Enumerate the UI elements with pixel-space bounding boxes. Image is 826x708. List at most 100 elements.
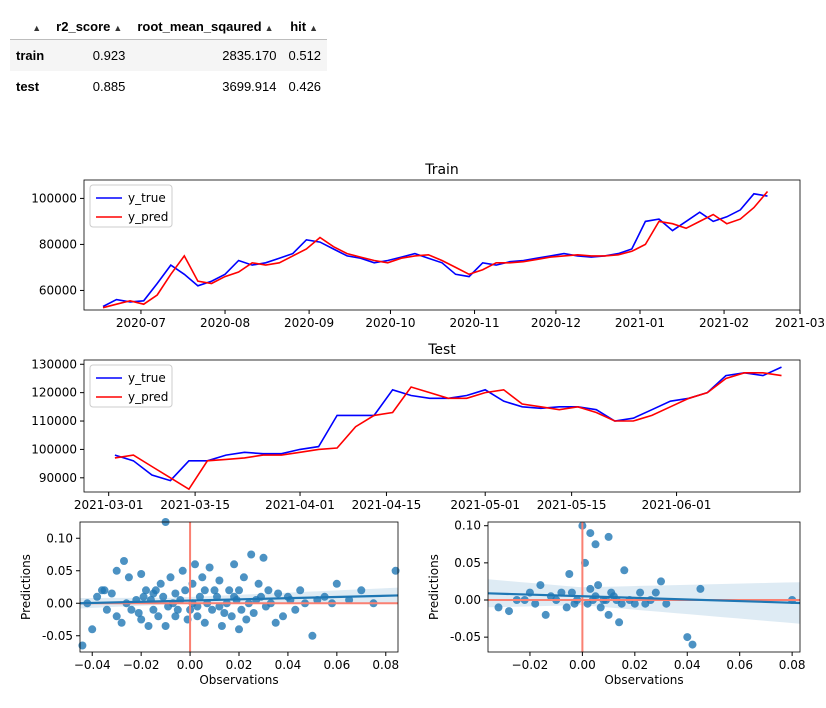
scatter-point (617, 599, 626, 608)
scatter-point (112, 566, 121, 575)
header-index[interactable]: ▲︎ (10, 14, 51, 40)
scatter-point (357, 586, 366, 595)
y-tick-label: 100000 (31, 442, 77, 456)
x-tick-label: −0.04 (74, 658, 111, 672)
cell-hit: 0.512 (288, 48, 322, 63)
sort-icon: ▲︎ (113, 23, 123, 33)
scatter-point (205, 563, 214, 572)
scatter-point (154, 612, 163, 621)
y-tick-label: 0.05 (454, 556, 481, 570)
scatter-point (142, 586, 150, 595)
scatter-point (247, 550, 256, 559)
scatter-point (137, 615, 146, 624)
scatter-point (345, 596, 354, 604)
x-tick-label: 2021-03-01 (74, 498, 144, 512)
legend-label-y_pred: y_pred (128, 390, 168, 404)
scatter-point (149, 589, 158, 598)
scatter-point (562, 603, 571, 612)
cell-r2: 0.923 (92, 48, 126, 63)
scatter-point (235, 625, 243, 634)
scatter-point (536, 581, 545, 590)
x-tick-label: 2021-02 (699, 316, 749, 330)
scatter-point (541, 610, 550, 619)
scatter-point (274, 589, 283, 598)
x-tick-label: 2021-01 (615, 316, 665, 330)
y-axis-label-2: Predictions (19, 554, 33, 620)
scatter-point (235, 586, 243, 595)
scatter-point (636, 588, 645, 597)
y-tick-label: 60000 (39, 283, 77, 297)
series-line-y_true (114, 366, 782, 482)
scatter-point (657, 577, 665, 586)
scatter-point (217, 622, 226, 630)
scatter-point (531, 599, 540, 608)
scatter-point (308, 631, 317, 640)
cell-hit: 0.426 (288, 79, 322, 94)
scatter-point (586, 529, 595, 538)
scatter-point (271, 618, 280, 627)
x-tick-label: 2021-03-15 (160, 498, 230, 512)
scatter-point (112, 612, 121, 621)
scatter-point (594, 581, 603, 590)
header-rmse[interactable]: root_mean_sqaured ▲︎ (131, 14, 283, 40)
legend-label-y_true: y_true (128, 371, 166, 385)
scatter-point (683, 633, 692, 642)
x-axis-label-3: Observations (604, 673, 683, 687)
y-tick-label: -0.05 (450, 630, 481, 644)
x-tick-label: 2020-08 (200, 316, 250, 330)
scatter-point (215, 602, 224, 611)
plot-frame-1 (83, 359, 801, 493)
scatter-point (161, 622, 170, 630)
scatter-point (620, 566, 629, 575)
y-tick-label: 130000 (31, 357, 77, 371)
scatter-point (88, 625, 97, 634)
scatter-point (159, 592, 168, 601)
scatter-point (156, 579, 165, 588)
x-tick-label: 2020-09 (284, 316, 334, 330)
scatter-point (630, 599, 639, 608)
scatter-point (149, 605, 158, 614)
metrics-table: ▲︎ r2_score ▲︎ root_mean_sqaured ▲︎ hit ▲︎ … (10, 14, 328, 102)
regression-line-2 (79, 594, 399, 605)
scatter-point (494, 603, 503, 612)
header-r2-score[interactable]: r2_score ▲︎ (50, 14, 132, 40)
y-tick-label: -0.05 (42, 629, 73, 643)
x-tick-label: 0.08 (372, 658, 399, 672)
scatter-point (259, 553, 268, 562)
scatter-point (332, 579, 341, 588)
scatter-point (239, 573, 248, 582)
legend-label-y_true: y_true (128, 191, 166, 205)
table-row: train 0.923 2835.170 0.512 (10, 39, 328, 71)
x-tick-label: 2021-03 (775, 316, 825, 330)
y-tick-label: 90000 (39, 471, 77, 485)
scatter-point (279, 612, 287, 621)
y-tick-label: 80000 (39, 237, 77, 251)
legend-label-y_pred: y_pred (128, 210, 168, 224)
scatter-point (198, 573, 207, 582)
scatter-point (173, 605, 182, 614)
cell-rmse: 3699.914 (222, 79, 277, 94)
y-axis-label-3: Predictions (427, 554, 441, 620)
header-hit[interactable]: hit ▲︎ (282, 14, 328, 40)
scatter-point (120, 557, 128, 565)
scatter-point (102, 605, 111, 614)
y-tick-label: 0.10 (46, 531, 73, 545)
scatter-point (591, 540, 600, 549)
sort-icon: ▲︎ (32, 23, 42, 33)
scatter-point (195, 592, 204, 601)
scatter-point (242, 615, 251, 624)
x-tick-label: 0.00 (177, 658, 204, 672)
scatter-point (291, 605, 300, 614)
scatter-point (181, 586, 190, 595)
scatter-point (134, 609, 143, 617)
row-label: test (16, 79, 40, 94)
scatter-point (93, 592, 102, 601)
scatter-point (615, 618, 624, 627)
y-tick-label: 0.00 (454, 593, 481, 607)
x-tick-label: 2021-05-01 (450, 498, 520, 512)
row-label: train (16, 48, 45, 63)
scatter-point (565, 570, 574, 578)
scatter-point (191, 560, 199, 569)
scatter-point (200, 586, 209, 595)
header-label: hit (290, 19, 307, 34)
